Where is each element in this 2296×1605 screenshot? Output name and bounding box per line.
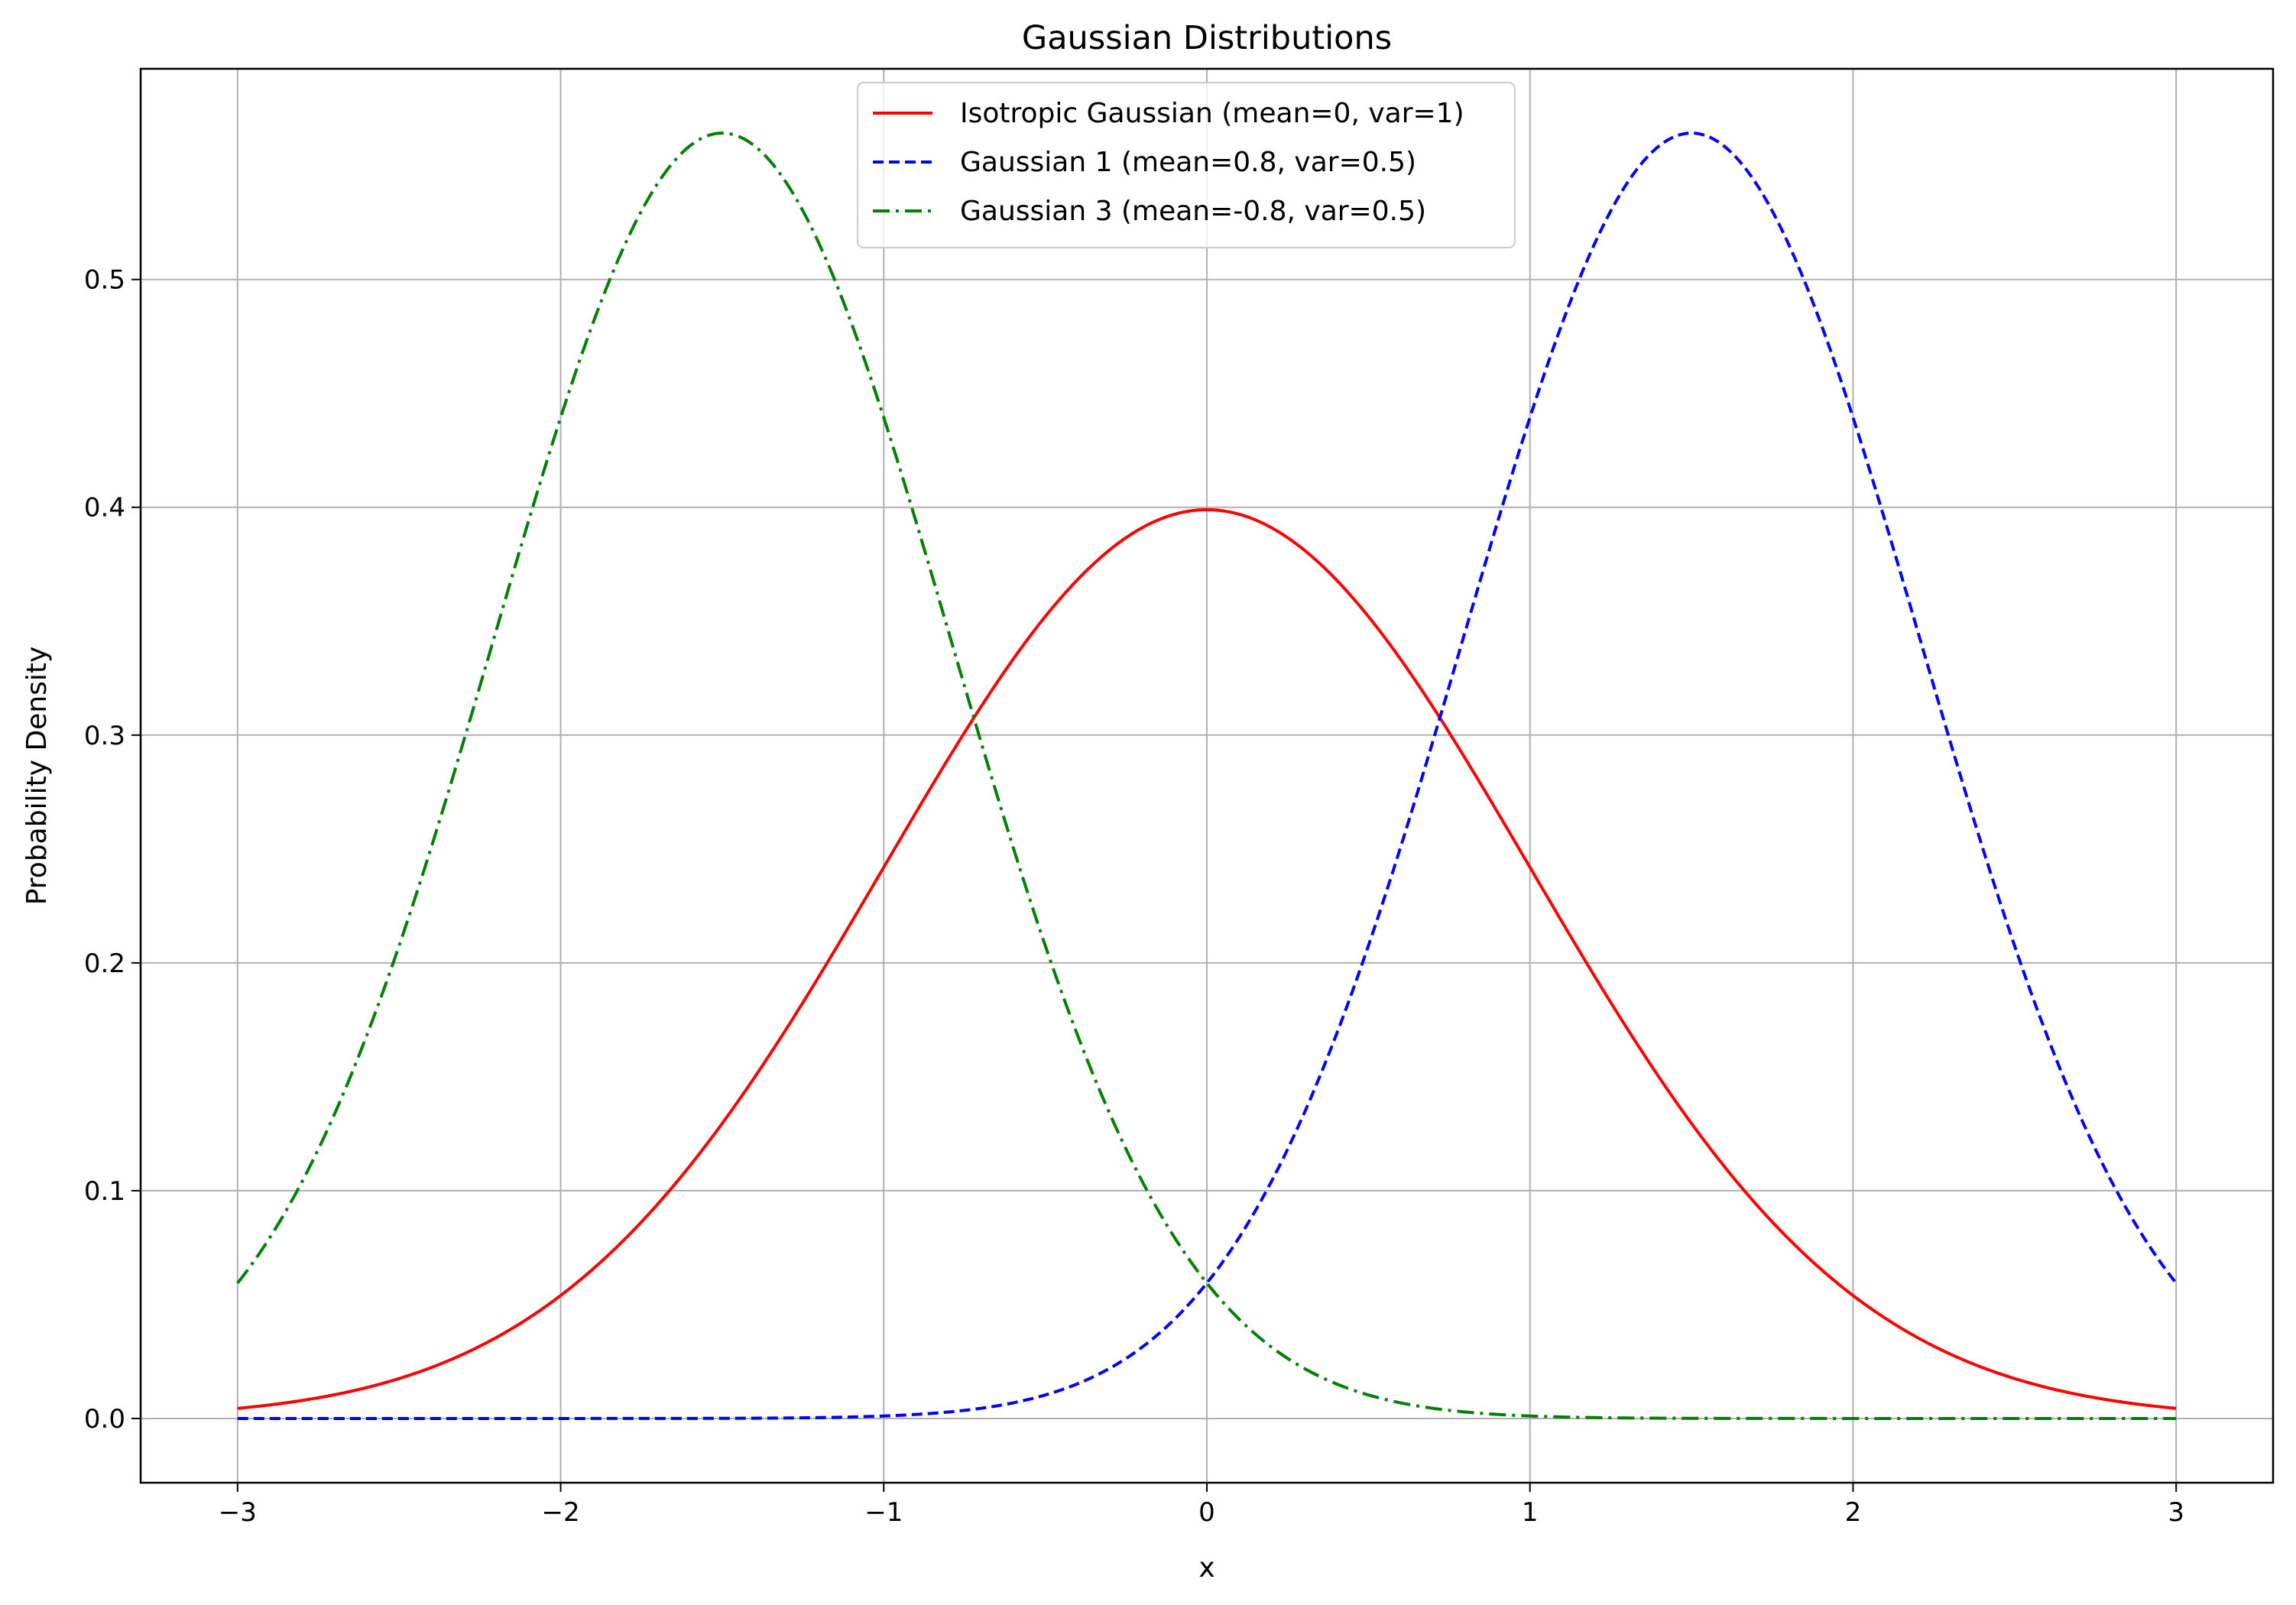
chart-title: Gaussian Distributions (1022, 19, 1392, 57)
legend-label: Gaussian 3 (mean=-0.8, var=0.5) (960, 196, 1426, 227)
y-tick-label: 0.0 (84, 1404, 125, 1435)
legend-label: Isotropic Gaussian (mean=0, var=1) (960, 98, 1464, 129)
series-line-2 (237, 131, 2178, 1420)
series-line-1 (237, 507, 2177, 1410)
legend-label: Gaussian 1 (mean=0.8, var=0.5) (960, 147, 1416, 178)
series-line-3 (236, 131, 2177, 1420)
x-tick-label: −3 (219, 1497, 257, 1528)
x-tick-label: 0 (1198, 1497, 1215, 1528)
y-tick-label: 0.5 (84, 265, 125, 296)
x-tick-label: −1 (864, 1497, 903, 1528)
ticks: −3 −2 −1 0 1 2 3 0.0 0.1 0.2 0.3 0.4 0.5 (84, 265, 2184, 1528)
x-tick-label: 2 (1845, 1497, 1862, 1528)
legend-box (857, 82, 1516, 248)
y-tick-label: 0.2 (84, 948, 125, 979)
y-tick-label: 0.3 (84, 721, 125, 751)
x-tick-label: 1 (1522, 1497, 1539, 1528)
y-tick-label: 0.4 (84, 493, 125, 524)
legend: Isotropic Gaussian (mean=0, var=1) Gaussi… (857, 82, 1516, 248)
x-axis-label: x (1198, 1552, 1214, 1584)
x-tick-label: −2 (541, 1497, 579, 1528)
y-axis-label: Probability Density (21, 647, 53, 906)
y-tick-label: 0.1 (84, 1176, 125, 1207)
x-tick-label: 3 (2168, 1497, 2184, 1528)
series-layer (236, 131, 2178, 1420)
